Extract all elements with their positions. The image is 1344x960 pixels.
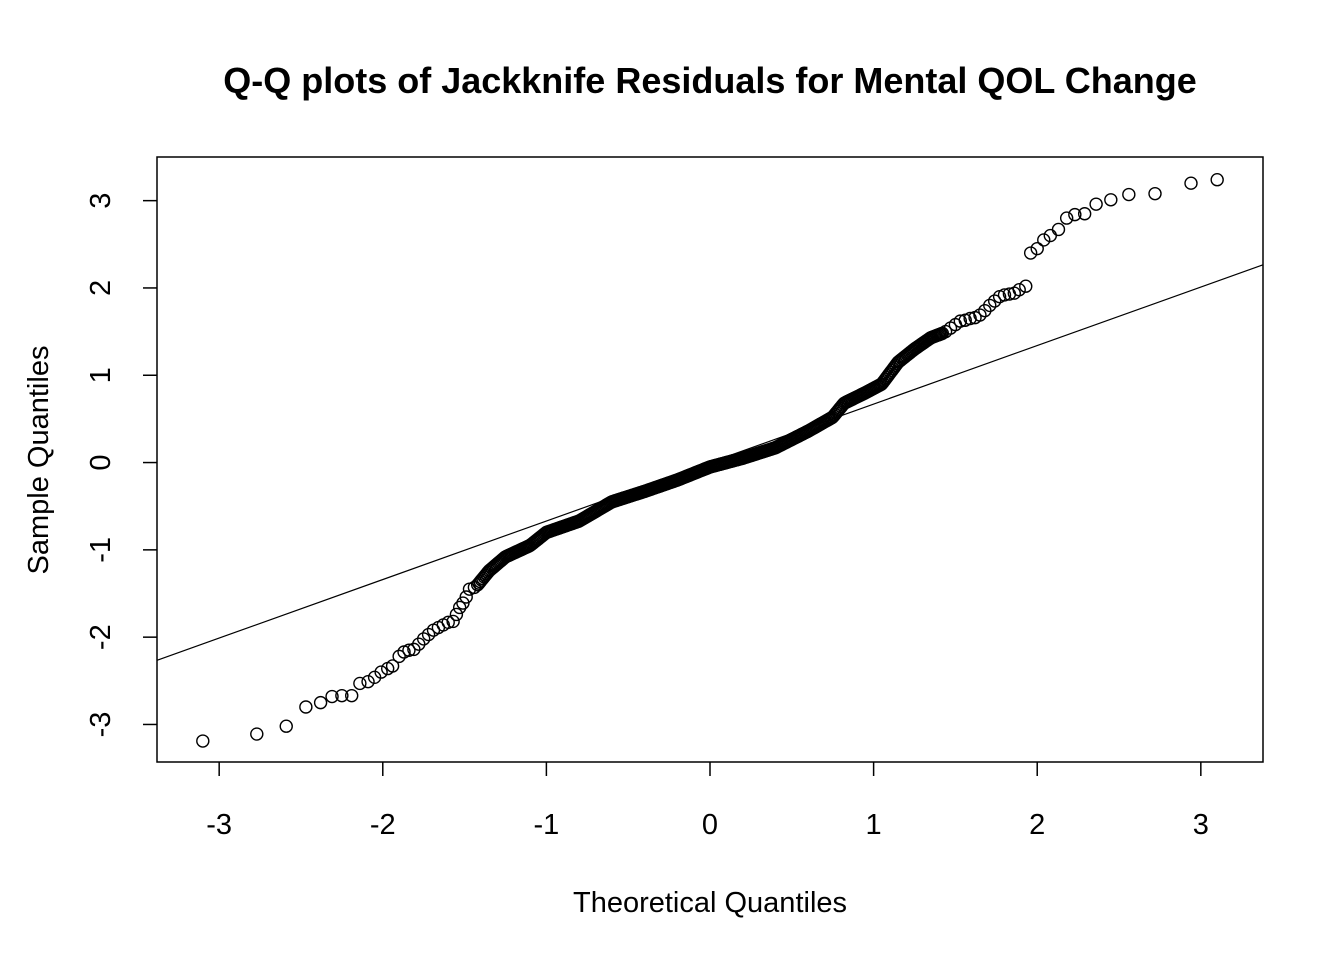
y-tick-label: 3 bbox=[85, 193, 117, 209]
data-point bbox=[963, 311, 977, 326]
data-point bbox=[1059, 211, 1074, 225]
x-tick-label: 3 bbox=[1193, 809, 1209, 841]
data-point bbox=[983, 298, 997, 313]
chart-title: Q-Q plots of Jackknife Residuals for Men… bbox=[223, 60, 1197, 101]
x-tick-label: 2 bbox=[1029, 809, 1045, 841]
data-point bbox=[416, 632, 431, 646]
plot-frame bbox=[156, 156, 1264, 763]
data-point bbox=[997, 288, 1012, 302]
data-point bbox=[1012, 283, 1026, 297]
y-tick-label: -2 bbox=[85, 624, 117, 650]
data-point bbox=[412, 637, 426, 651]
y-tick-label: 1 bbox=[85, 367, 117, 383]
data-point bbox=[402, 643, 416, 657]
data-point bbox=[335, 688, 349, 703]
data-point bbox=[987, 294, 1002, 308]
data-point bbox=[385, 659, 400, 673]
data-point bbox=[421, 627, 436, 642]
data-point bbox=[1122, 187, 1136, 202]
data-point bbox=[441, 615, 455, 630]
data-point bbox=[361, 674, 375, 689]
data-point bbox=[392, 649, 406, 664]
y-tick-label: -1 bbox=[85, 537, 117, 563]
y-axis-label: Sample Quantiles bbox=[23, 346, 55, 575]
data-point bbox=[345, 688, 359, 703]
data-point bbox=[1051, 222, 1066, 237]
y-tick-label: 2 bbox=[85, 280, 117, 296]
data-point bbox=[953, 314, 968, 328]
data-point bbox=[1077, 207, 1092, 221]
x-tick-label: -3 bbox=[206, 809, 232, 841]
data-point bbox=[452, 600, 467, 615]
data-point bbox=[446, 614, 460, 629]
y-tick-label: -3 bbox=[85, 712, 117, 738]
data-point bbox=[353, 676, 367, 691]
data-point bbox=[1068, 207, 1082, 222]
data-point bbox=[196, 734, 210, 748]
y-axis: -3 -2 -1 0 1 2 3 bbox=[85, 193, 157, 738]
data-point bbox=[1023, 246, 1038, 260]
data-point bbox=[1030, 241, 1044, 256]
data-point bbox=[459, 590, 473, 604]
data-point bbox=[1148, 186, 1162, 201]
data-point bbox=[1104, 193, 1118, 207]
data-point bbox=[1037, 233, 1051, 247]
data-point bbox=[299, 700, 313, 714]
data-point bbox=[449, 607, 464, 622]
data-point bbox=[250, 727, 264, 741]
x-axis: -3 -2 -1 0 1 2 3 bbox=[206, 762, 1209, 841]
x-tick-label: 1 bbox=[866, 809, 882, 841]
data-point bbox=[279, 719, 293, 733]
data-points bbox=[196, 172, 1224, 748]
x-tick-label: -2 bbox=[370, 809, 396, 841]
data-point bbox=[973, 308, 987, 322]
data-point bbox=[1019, 279, 1033, 293]
x-axis-label: Theoretical Quantiles bbox=[573, 887, 847, 919]
data-point bbox=[374, 665, 388, 679]
y-tick-label: 0 bbox=[85, 454, 117, 470]
data-point bbox=[467, 580, 482, 595]
x-tick-label: -1 bbox=[533, 809, 559, 841]
x-tick-label: 0 bbox=[702, 809, 718, 841]
data-point bbox=[1184, 176, 1198, 190]
data-point bbox=[1210, 172, 1224, 187]
data-point bbox=[313, 695, 328, 710]
data-point bbox=[1089, 197, 1103, 211]
data-point bbox=[325, 689, 339, 704]
